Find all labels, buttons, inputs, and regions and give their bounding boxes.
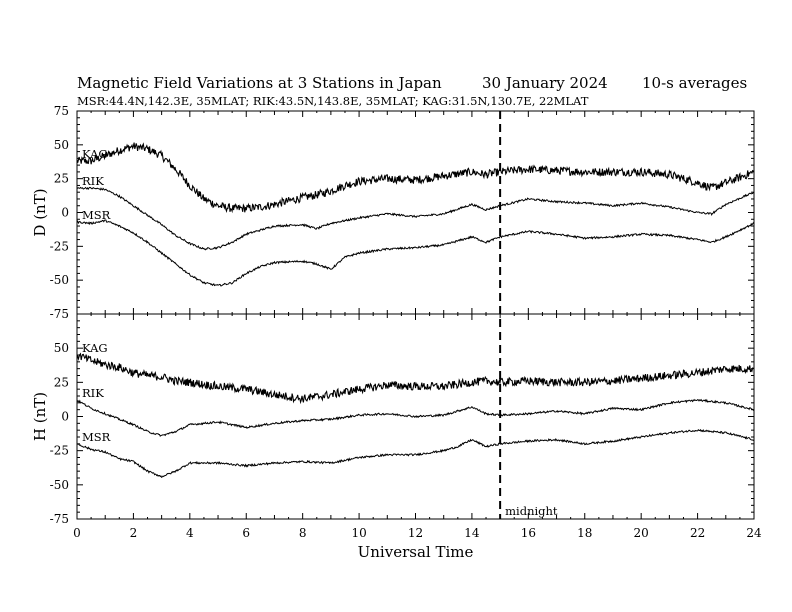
x-tick-label: 4 [186, 526, 194, 540]
series-line-kag [76, 352, 755, 405]
x-tick-label: 20 [634, 526, 649, 540]
y-tick-label: -50 [50, 478, 69, 492]
panel-d: 75 50 25 0 -25 -50 -75 D (nT) KAG RIK MSR [31, 104, 755, 321]
x-tick-label: 18 [577, 526, 592, 540]
y-tick-label: -25 [50, 444, 69, 458]
series-label-msr: MSR [82, 208, 111, 222]
y-tick-label: 0 [61, 410, 69, 424]
plot-frame [76, 110, 755, 315]
x-tick-label: 10 [351, 526, 366, 540]
series-line-rik [76, 186, 755, 251]
series-label-kag: KAG [82, 341, 108, 355]
x-tick-label: 14 [464, 526, 480, 540]
x-axis-title: Universal Time [358, 543, 474, 561]
y-tick-label: 25 [54, 172, 69, 186]
y-tick-label: 25 [54, 375, 69, 389]
stations-line: MSR:44.4N,142.3E, 35MLAT; RIK:43.5N,143.… [77, 94, 589, 108]
y-axis-title: D (nT) [31, 188, 49, 236]
series-label-rik: RIK [82, 386, 104, 400]
x-tick-label: 8 [299, 526, 307, 540]
x-tick-label: 6 [242, 526, 250, 540]
series-line-kag [76, 142, 755, 214]
series-line-rik [76, 398, 755, 437]
chart-title: Magnetic Field Variations at 3 Stations … [77, 74, 442, 92]
y-tick-label: -50 [50, 273, 69, 287]
x-tick-label: 24 [746, 526, 762, 540]
series-line-msr [76, 428, 755, 478]
y-tick-label: -25 [50, 239, 69, 253]
x-tick-label: 16 [521, 526, 536, 540]
series-label-kag: KAG [82, 147, 108, 161]
series-line-msr [76, 219, 755, 287]
y-tick-label: 75 [54, 104, 69, 118]
y-axis-title: H (nT) [31, 392, 49, 441]
y-tick-label: -75 [50, 512, 69, 526]
annotations: midnight [499, 111, 558, 519]
x-tick-label: 0 [73, 526, 81, 540]
x-tick-label: 12 [408, 526, 423, 540]
y-tick-label: 50 [54, 341, 69, 355]
y-tick-label: -75 [50, 307, 69, 321]
y-tick-label: 50 [54, 138, 69, 152]
series-label-msr: MSR [82, 430, 111, 444]
chart-date: 30 January 2024 [482, 74, 608, 92]
y-tick-label: 0 [61, 206, 69, 220]
x-tick-label: 2 [130, 526, 138, 540]
series-label-rik: RIK [82, 174, 104, 188]
midnight-label: midnight [505, 504, 558, 518]
x-tick-label: 22 [690, 526, 705, 540]
chart-averaging: 10-s averages [642, 74, 747, 92]
